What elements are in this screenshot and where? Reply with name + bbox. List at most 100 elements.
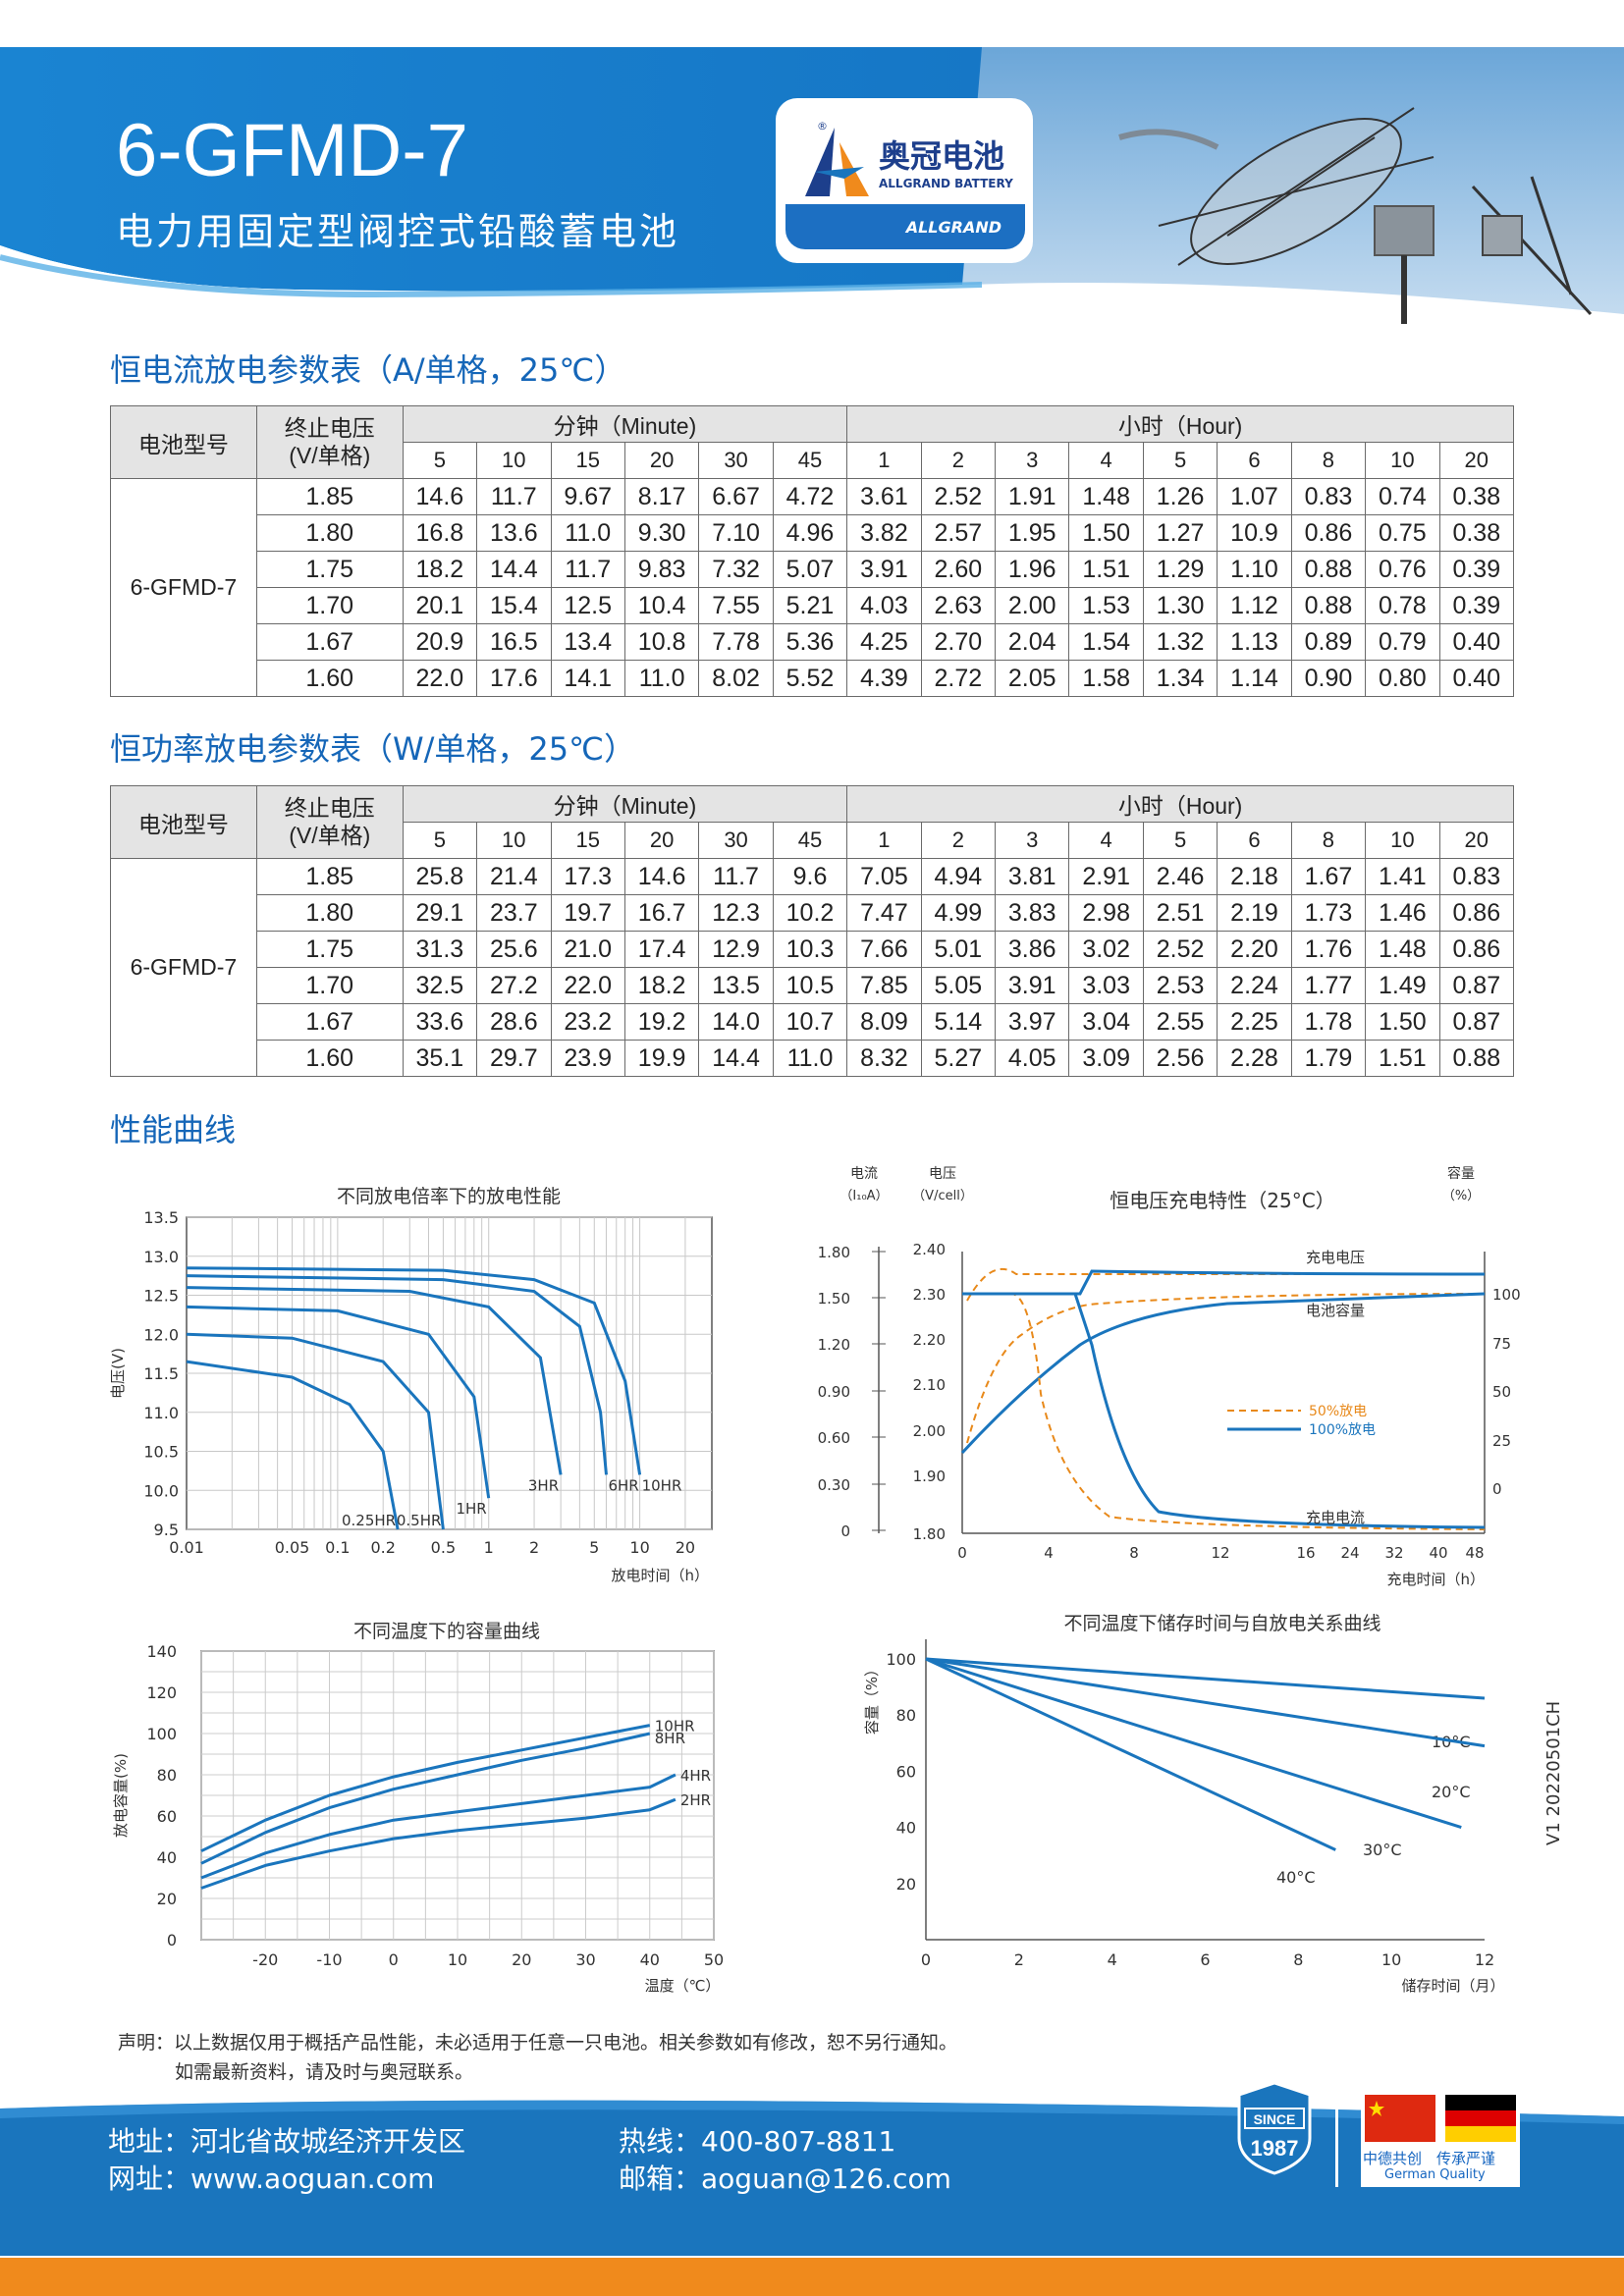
value-cell: 25.8 (402, 858, 478, 895)
hour-header: 20 (1438, 822, 1515, 859)
y-tick-label: 20 (157, 1890, 177, 1908)
value-cell: 4.99 (920, 894, 997, 932)
value-cell: 33.6 (402, 1003, 478, 1041)
tick-label: 75 (1492, 1335, 1511, 1353)
value-cell: 2.56 (1142, 1040, 1218, 1077)
value-cell: 1.14 (1217, 660, 1292, 697)
value-cell: 1.34 (1142, 660, 1218, 697)
x-tick-label: 40 (1429, 1544, 1447, 1562)
value-cell: 10.4 (623, 587, 700, 624)
value-cell: 7.10 (698, 514, 774, 552)
annotation: 充电电压 (1306, 1249, 1365, 1266)
series-line-4HR (200, 1773, 677, 1880)
header-background (0, 0, 1624, 363)
series-line-1HR (186, 1305, 491, 1499)
value-cell: 19.2 (623, 1003, 700, 1041)
value-cell: 0.76 (1365, 551, 1440, 588)
value-cell: 0.80 (1365, 660, 1440, 697)
tick-label: 50 (1492, 1383, 1511, 1401)
value-cell: 8.09 (846, 1003, 922, 1041)
value-cell: 2.20 (1217, 931, 1292, 968)
footer-website[interactable]: 网址：www.aoguan.com (108, 2163, 435, 2195)
minute-group-header: 分钟（Minute) (402, 785, 848, 823)
value-cell: 23.2 (550, 1003, 625, 1041)
value-cell: 3.82 (846, 514, 922, 552)
value-cell: 11.0 (623, 660, 700, 697)
antenna-illustration (1118, 107, 1593, 324)
footer-email[interactable]: 邮箱：aoguan@126.com (619, 2163, 951, 2195)
value-cell: 0.83 (1438, 858, 1515, 895)
hour-header: 5 (1142, 822, 1218, 859)
hour-header: 6 (1217, 442, 1292, 479)
value-cell: 17.3 (550, 858, 625, 895)
voltage-cell: 1.70 (255, 587, 404, 624)
value-cell: 19.7 (550, 894, 625, 932)
curve-charge-voltage-50 (966, 1268, 1485, 1302)
value-cell: 20.1 (402, 587, 478, 624)
value-cell: 27.2 (476, 967, 552, 1004)
value-cell: 1.79 (1290, 1040, 1367, 1077)
voltage-cell: 1.60 (255, 1040, 404, 1077)
value-cell: 1.48 (1365, 931, 1440, 968)
voltage-cell: 1.85 (255, 858, 404, 895)
value-cell: 35.1 (402, 1040, 478, 1077)
value-cell: 1.26 (1142, 478, 1218, 515)
value-cell: 16.5 (476, 623, 552, 661)
hour-header: 8 (1290, 442, 1367, 479)
hour-header: 10 (1365, 442, 1440, 479)
since-1987-badge: SINCE 1987 (1237, 2081, 1312, 2175)
value-cell: 3.86 (995, 931, 1070, 968)
curve-capacity-50 (966, 1293, 1486, 1444)
y-tick-label: 140 (146, 1642, 177, 1661)
value-cell: 2.52 (1142, 931, 1218, 968)
value-cell: 1.53 (1068, 587, 1144, 624)
value-cell: 10.9 (1217, 514, 1292, 552)
y-tick-label: 12.5 (143, 1287, 179, 1306)
value-cell: 12.3 (698, 894, 774, 932)
value-cell: 32.5 (402, 967, 478, 1004)
value-cell: 18.2 (623, 967, 700, 1004)
value-cell: 16.7 (623, 894, 700, 932)
axis-label: （V/cell） (912, 1189, 973, 1203)
value-cell: 1.12 (1217, 587, 1292, 624)
value-cell: 20.9 (402, 623, 478, 661)
value-cell: 0.83 (1290, 478, 1367, 515)
y-tick-label: 40 (157, 1848, 177, 1867)
value-cell: 0.86 (1438, 931, 1515, 968)
model-cell: 6-GFMD-7 (110, 478, 257, 697)
value-cell: 21.4 (476, 858, 552, 895)
germany-flag-icon (1445, 2095, 1516, 2142)
minute-header: 15 (550, 822, 625, 859)
voltage-cell: 1.67 (255, 1003, 404, 1041)
value-cell: 1.54 (1068, 623, 1144, 661)
version-code: V1 20220501CH (1543, 1700, 1564, 1845)
quality-en: German Quality (1384, 2167, 1486, 2182)
y-axis-label: 放电容量(%) (112, 1753, 130, 1838)
table-row: 1.80 29.1 23.7 19.7 16.7 12.3 10.2 7.47 4.99 3.83… (111, 894, 1515, 932)
footer-hotline[interactable]: 热线：400-807-8811 (619, 2125, 896, 2158)
value-cell: 9.6 (772, 858, 848, 895)
minute-group-header: 分钟（Minute) (402, 405, 848, 443)
series-label: 1HR (456, 1500, 486, 1518)
minute-header: 20 (623, 442, 700, 479)
tick-label: 1.50 (818, 1290, 850, 1308)
value-cell: 3.91 (995, 967, 1070, 1004)
value-cell: 14.6 (623, 858, 700, 895)
value-cell: 1.48 (1068, 478, 1144, 515)
y-tick-label: 13.5 (143, 1208, 179, 1227)
curve-current-50 (962, 1293, 1486, 1530)
chart-temperature-capacity: 不同温度下的容量曲线 140 120 100 80 60 40 20 0 -20 -10 0 10 20 3… (112, 1621, 724, 1995)
hour-header: 8 (1290, 822, 1367, 859)
minute-header: 45 (772, 442, 848, 479)
series-line-20°C (925, 1657, 1486, 1748)
value-cell: 4.96 (772, 514, 848, 552)
value-cell: 0.90 (1290, 660, 1367, 697)
series-label: 20°C (1432, 1783, 1471, 1801)
value-cell: 0.88 (1438, 1040, 1515, 1077)
series-line-40°C (925, 1657, 1336, 1851)
value-cell: 0.40 (1438, 623, 1515, 661)
x-tick-label: 8 (1293, 1950, 1303, 1969)
footer: 地址：河北省故城经济开发区 网址：www.aoguan.com 热线：400-8… (0, 2089, 1624, 2296)
hour-header: 1 (846, 822, 922, 859)
value-cell: 7.32 (698, 551, 774, 588)
